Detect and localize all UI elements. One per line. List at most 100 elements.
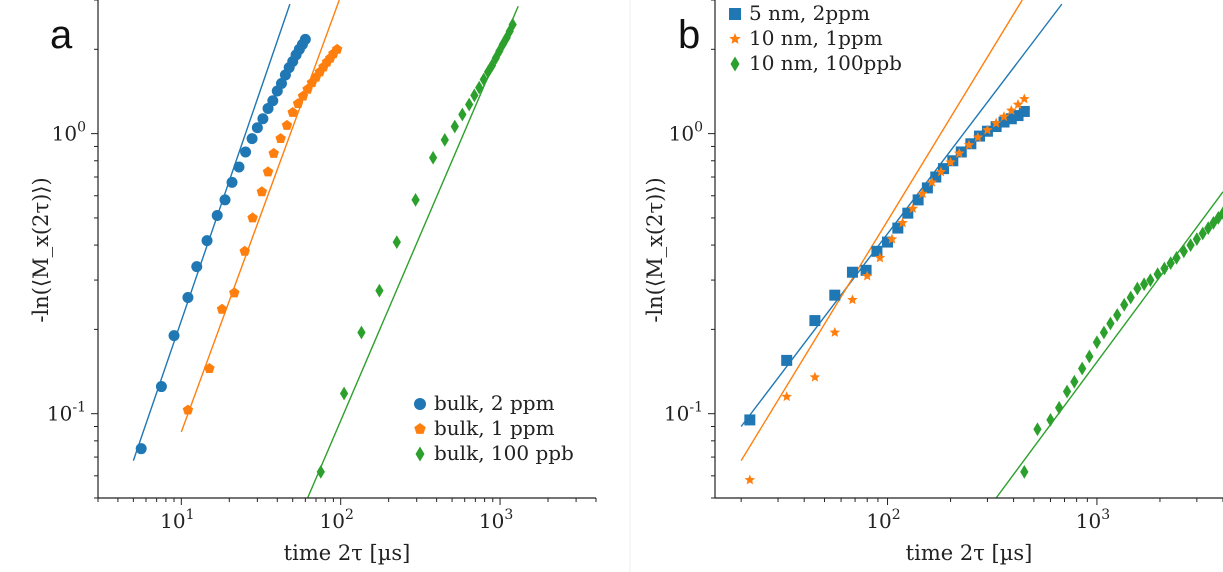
data-point bbox=[1139, 277, 1149, 292]
x-tick-label: 102 bbox=[320, 507, 354, 533]
legend-marker bbox=[730, 56, 740, 72]
data-point bbox=[155, 381, 167, 393]
panel-a-data-points bbox=[135, 17, 517, 479]
x-tick-label: 103 bbox=[479, 507, 513, 533]
data-point bbox=[450, 119, 459, 134]
fit-line-2 bbox=[740, 0, 1023, 461]
data-point bbox=[945, 156, 956, 167]
fit-line-3 bbox=[995, 191, 1223, 498]
data-point bbox=[744, 474, 756, 485]
legend-marker bbox=[415, 446, 425, 462]
data-point bbox=[168, 330, 180, 342]
y-tick-label: 10-1 bbox=[47, 400, 86, 426]
data-point bbox=[874, 252, 886, 263]
data-point bbox=[219, 194, 231, 206]
data-point bbox=[1106, 316, 1115, 331]
data-point bbox=[935, 166, 947, 177]
data-point bbox=[204, 363, 215, 373]
data-point bbox=[233, 161, 245, 173]
data-point bbox=[829, 326, 841, 337]
data-point bbox=[428, 150, 438, 165]
data-point bbox=[246, 133, 258, 145]
data-point bbox=[1020, 464, 1029, 479]
data-point bbox=[1033, 422, 1042, 437]
data-point bbox=[1186, 238, 1195, 252]
data-point bbox=[954, 147, 965, 158]
data-point bbox=[972, 131, 984, 142]
data-point bbox=[262, 166, 274, 177]
data-point bbox=[257, 113, 269, 125]
data-point bbox=[809, 315, 821, 327]
data-point bbox=[182, 291, 194, 303]
data-point bbox=[440, 132, 449, 147]
data-point bbox=[907, 203, 919, 214]
data-point bbox=[1078, 361, 1087, 376]
data-point bbox=[1146, 273, 1155, 287]
data-point bbox=[926, 176, 938, 187]
data-point bbox=[470, 88, 479, 103]
data-point bbox=[1099, 325, 1109, 340]
data-point bbox=[316, 464, 325, 479]
fit-line-1 bbox=[132, 3, 291, 461]
data-point bbox=[226, 176, 238, 188]
data-point bbox=[982, 124, 993, 135]
data-point bbox=[275, 133, 286, 144]
legend-entry-label: 5 nm, 2ppm bbox=[749, 1, 870, 25]
data-point bbox=[275, 78, 287, 90]
data-point bbox=[1218, 206, 1223, 221]
data-point bbox=[268, 147, 279, 158]
panel-b-x-axis-label: time 2τ [µs] bbox=[906, 541, 1033, 565]
data-point bbox=[375, 283, 384, 298]
data-point bbox=[998, 111, 1010, 122]
data-point bbox=[847, 294, 858, 305]
legend-marker bbox=[414, 398, 426, 410]
data-point bbox=[475, 80, 484, 95]
panel-a-x-axis-label: time 2τ [µs] bbox=[284, 541, 411, 565]
data-point bbox=[267, 95, 279, 107]
x-tick-label: 102 bbox=[866, 507, 900, 533]
data-point bbox=[392, 235, 401, 249]
data-point bbox=[1070, 374, 1079, 389]
data-point bbox=[251, 122, 263, 134]
data-point bbox=[191, 261, 203, 273]
data-point bbox=[1166, 256, 1175, 270]
data-point bbox=[339, 386, 349, 401]
data-point bbox=[781, 354, 793, 366]
data-point bbox=[862, 270, 873, 281]
panel-b-axes: 102 103 10-1 100 bbox=[664, 0, 1223, 533]
data-point bbox=[1006, 104, 1017, 115]
data-point bbox=[1019, 93, 1030, 104]
data-point bbox=[1133, 281, 1142, 296]
data-point bbox=[357, 325, 366, 340]
panel-b-fit-lines bbox=[740, 0, 1223, 498]
legend-entry-label: bulk, 2 ppm bbox=[434, 391, 555, 415]
data-point bbox=[479, 72, 488, 87]
data-point bbox=[331, 43, 343, 54]
data-point bbox=[917, 188, 928, 199]
data-point bbox=[1092, 335, 1102, 350]
data-point bbox=[1153, 267, 1162, 282]
data-point bbox=[1160, 261, 1169, 276]
data-point bbox=[458, 107, 467, 122]
legend-entry-label: bulk, 100 ppb bbox=[434, 441, 574, 465]
data-point bbox=[240, 146, 252, 158]
y-tick-label: 10-1 bbox=[664, 400, 703, 426]
data-point bbox=[809, 371, 821, 382]
legend-marker bbox=[729, 8, 741, 20]
data-point bbox=[1204, 221, 1213, 235]
data-point bbox=[1192, 232, 1201, 247]
data-point bbox=[465, 97, 474, 112]
x-tick-label: 103 bbox=[1076, 507, 1110, 533]
data-point bbox=[1120, 297, 1129, 312]
data-point bbox=[299, 33, 311, 45]
data-point bbox=[1179, 244, 1188, 259]
data-point bbox=[846, 266, 858, 278]
data-point bbox=[239, 245, 250, 256]
y-tick-label: 100 bbox=[669, 120, 703, 146]
panel-b: 102 103 10-1 100 b time 2τ [µs] -ln(⟨M_x(2τ… bbox=[643, 0, 1223, 565]
data-point bbox=[411, 193, 420, 207]
data-point bbox=[216, 303, 228, 314]
fit-line-1 bbox=[740, 3, 1063, 427]
data-point bbox=[781, 391, 792, 402]
data-point bbox=[287, 106, 298, 117]
